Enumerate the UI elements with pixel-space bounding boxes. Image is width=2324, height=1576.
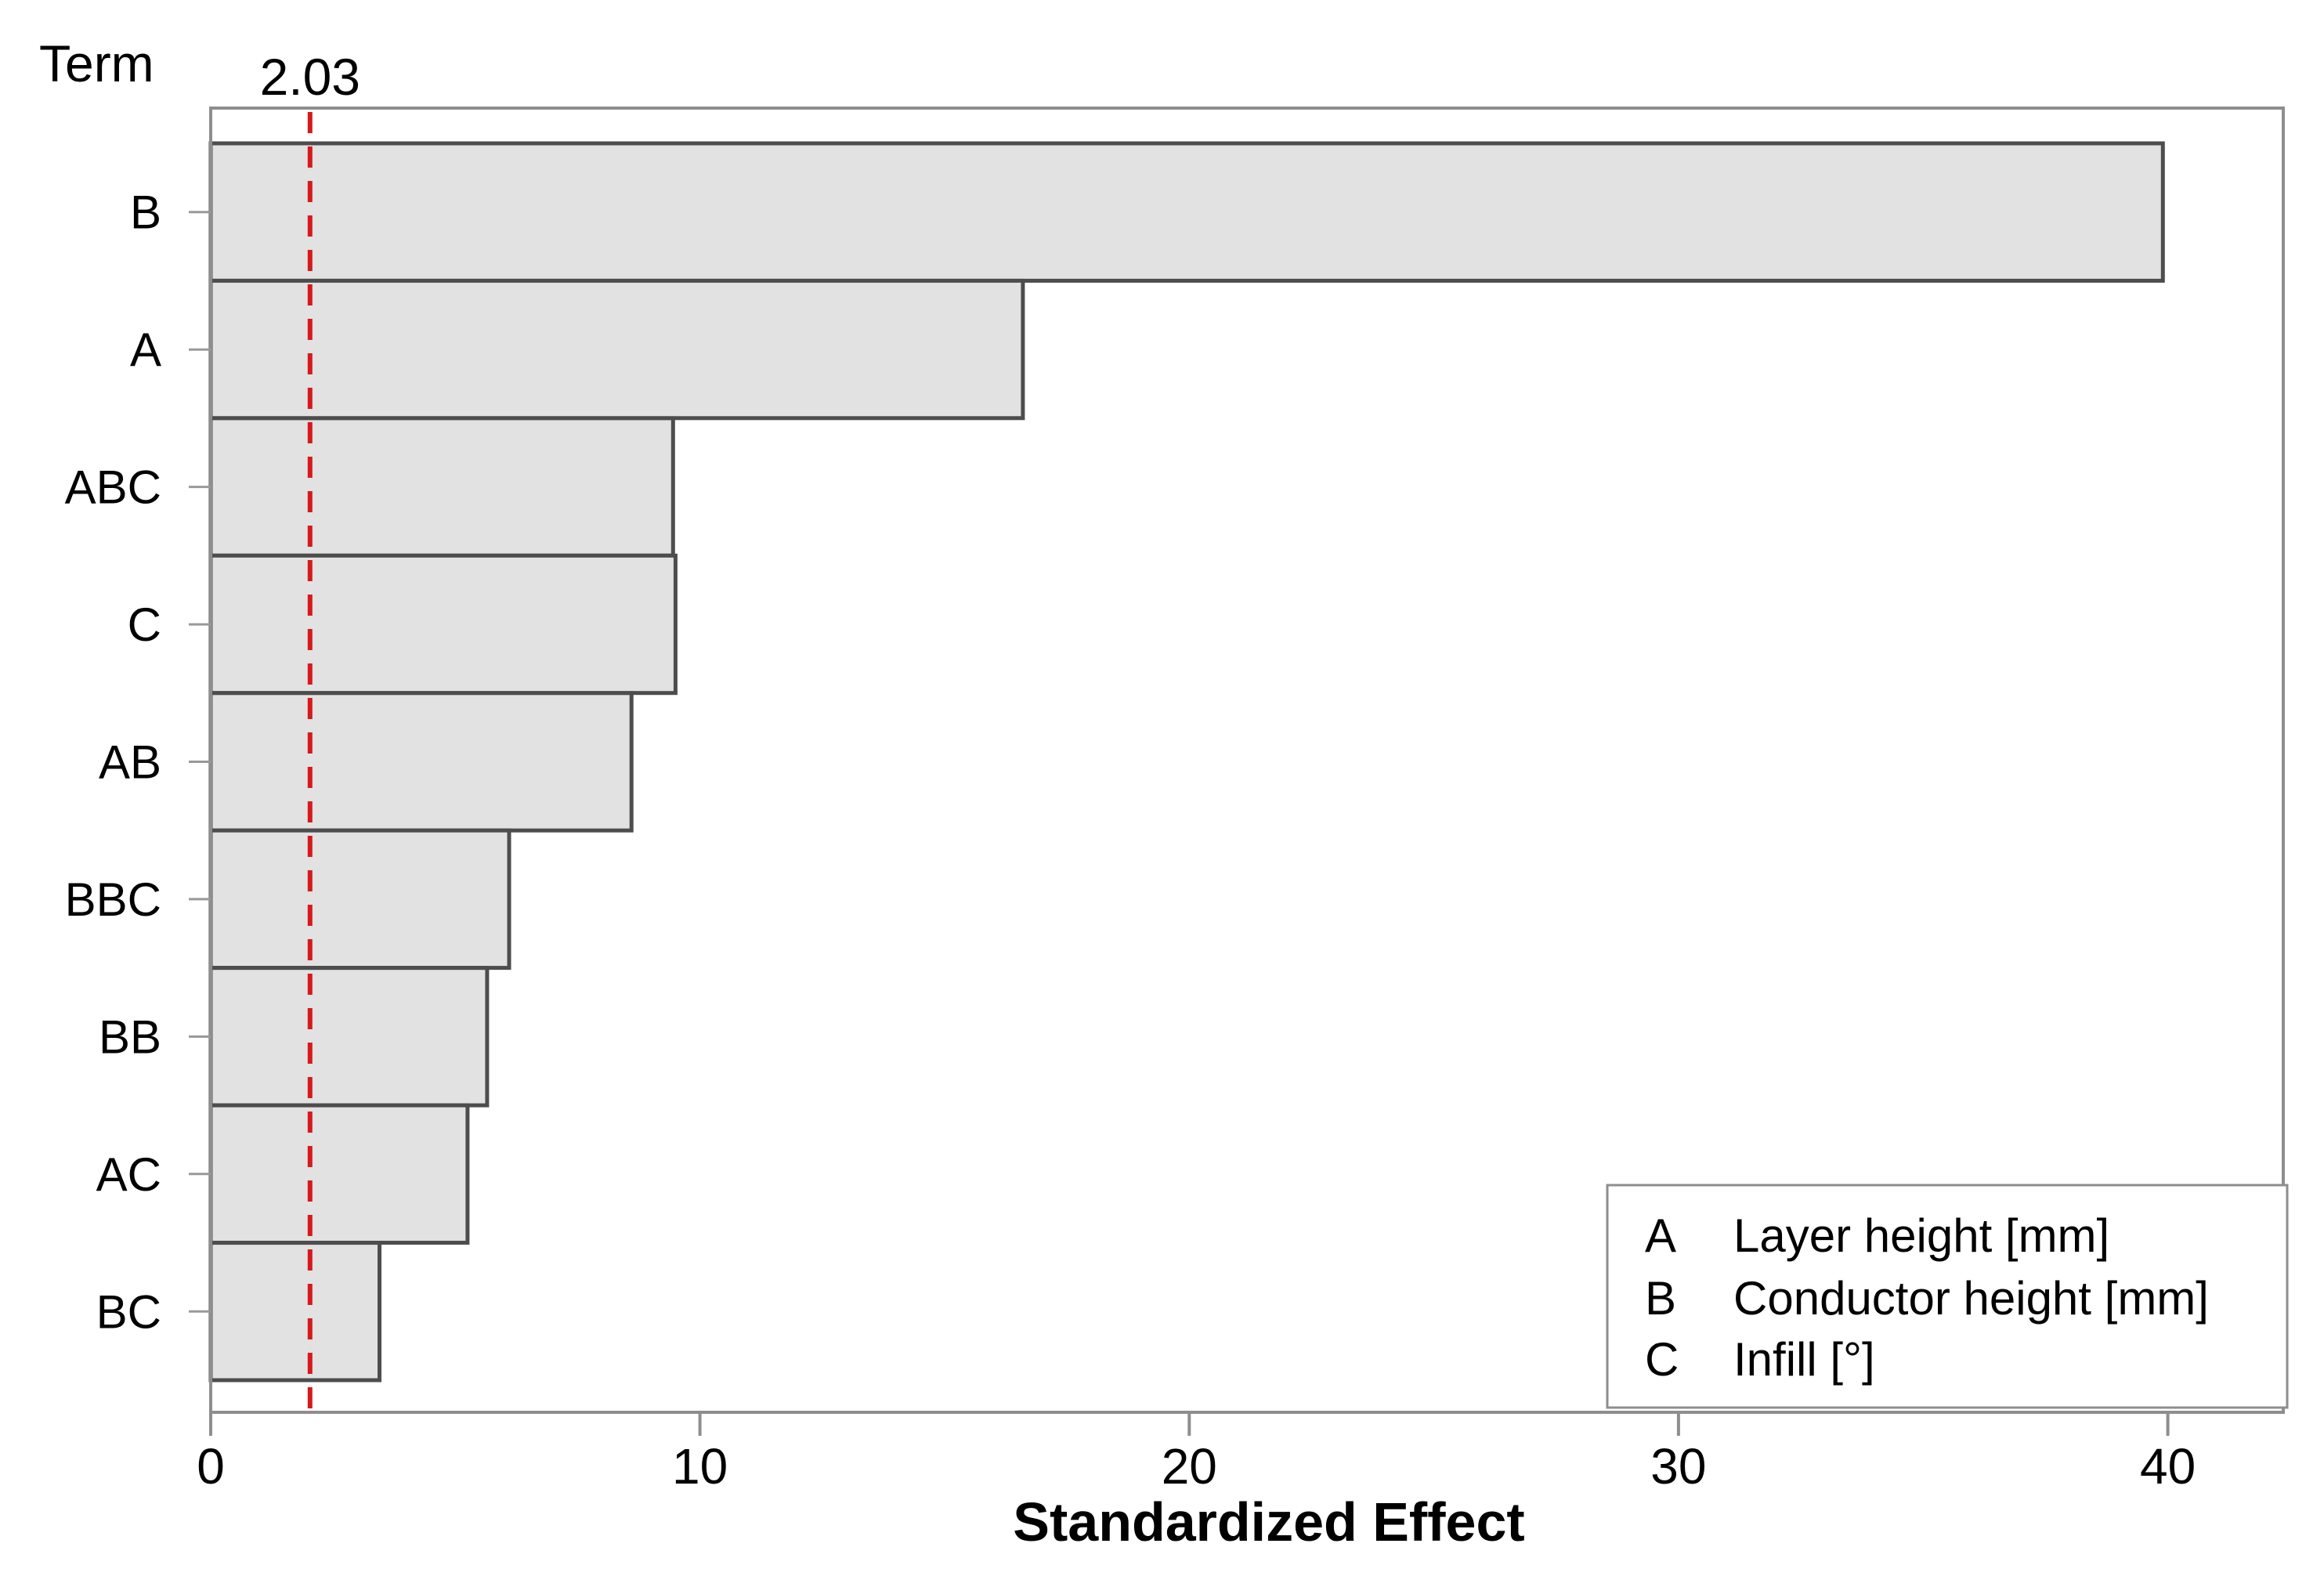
term-labels: B A ABC C AB BBC BB AC BC (65, 186, 161, 1339)
x-tick-label-20: 20 (1162, 1438, 1217, 1495)
legend-key-c: C (1645, 1333, 1679, 1386)
y-axis-title: Term (39, 34, 154, 92)
bar-b (208, 141, 2165, 283)
term-label-bc: BC (96, 1285, 161, 1338)
bar-a (208, 278, 1025, 421)
reference-line-label: 2.03 (260, 48, 360, 106)
bar-ac (208, 1103, 470, 1245)
x-tick-label-10: 10 (672, 1438, 728, 1495)
x-axis-title: Standardized Effect (1013, 1491, 1524, 1553)
term-label-ac: AC (96, 1148, 161, 1201)
term-label-bb: BB (99, 1010, 161, 1063)
bar-bb (208, 966, 490, 1108)
legend-label-b: Conductor height [mm] (1733, 1272, 2209, 1325)
bar-c (208, 553, 678, 696)
x-tick-label-40: 40 (2140, 1438, 2196, 1495)
bar-ab (208, 691, 634, 833)
legend-key-b: B (1645, 1272, 1676, 1325)
legend: A Layer height [mm] B Conductor height [… (1606, 1184, 2289, 1409)
legend-key-a: A (1645, 1209, 1676, 1262)
bar-abc (208, 416, 675, 558)
term-label-c: C (128, 598, 161, 651)
legend-box (1606, 1184, 2289, 1409)
term-label-bbc: BBC (65, 873, 161, 926)
term-label-b: B (130, 186, 161, 239)
term-label-abc: ABC (65, 461, 161, 514)
bar-bbc (208, 828, 511, 971)
term-label-a: A (130, 324, 161, 376)
x-axis-ticks (209, 1412, 2170, 1436)
bar-bc (208, 1241, 381, 1383)
x-tick-label-30: 30 (1650, 1438, 1706, 1495)
bars (208, 141, 2165, 1383)
term-label-ab: AB (99, 736, 161, 789)
x-tick-labels: 0 10 20 30 40 (197, 1438, 2196, 1495)
legend-label-c: Infill [°] (1733, 1333, 1875, 1386)
plot-frame (209, 107, 2285, 1414)
y-axis-ticks (189, 211, 211, 1313)
x-tick-label-0: 0 (197, 1438, 225, 1495)
legend-label-a: Layer height [mm] (1733, 1209, 2109, 1262)
